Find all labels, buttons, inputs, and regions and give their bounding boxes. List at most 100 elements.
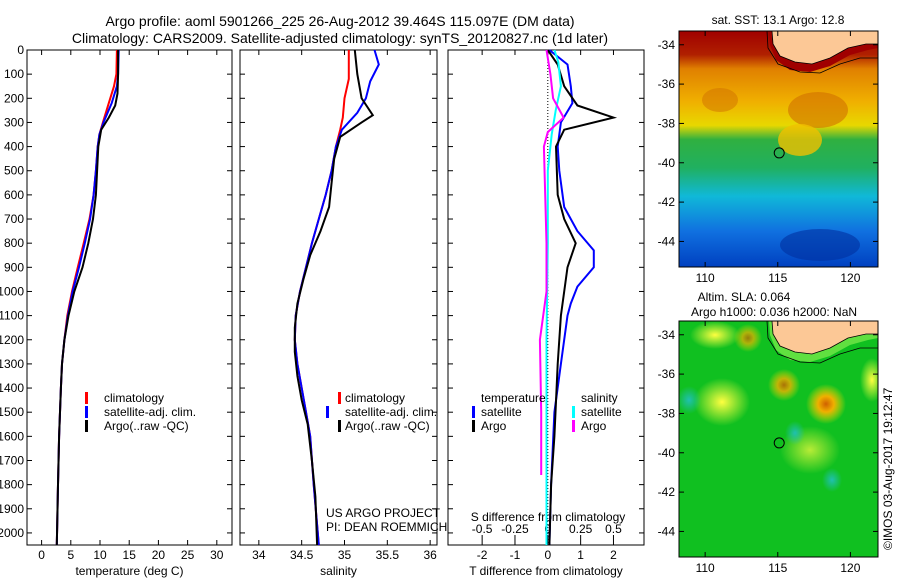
series-line-climatology [293,50,350,546]
map-x-tick-label: 120 [840,271,860,285]
series-line-satellite-adj-clim- [293,49,380,546]
y-tick-label: 1600 [0,429,24,443]
y-tick-label: 1200 [0,333,24,347]
legend-swatch-t-argo [472,420,475,432]
series-line-climatology [55,49,118,546]
y-tick-label: 1400 [0,381,24,395]
map-y-tick-label: -44 [658,234,676,248]
title-line-1: Argo profile: aoml 5901266_225 26-Aug-20… [105,13,574,29]
plot-frame [239,49,438,546]
argo-location-marker [773,147,785,159]
temperature-legend: climatology satellite-adj. clim. Argo(..… [85,391,196,433]
legend-title-temperature: temperature [481,391,546,405]
sst-warm-patch [702,88,738,112]
difference-panel: -2 -1 0 1 2 T difference from climatology -0.5… [447,49,645,578]
project-line-2: PI: DEAN ROEMMICH [326,520,447,534]
map-x-tick-label: 110 [696,561,715,575]
x2-tick-label: -0.5 [472,522,493,536]
series-line-argo-raw-qc- [293,49,375,546]
legend-swatch-t-satellite [472,406,475,418]
map-y-tick-label: -42 [658,195,676,209]
salinity-legend: climatology satellite-adj. clim. Argo(..… [326,391,437,433]
sla-low [785,421,805,445]
y-tick-label: 500 [4,164,24,178]
y-tick-label: 2000 [0,526,24,540]
y-tick-label: 1700 [0,453,24,467]
series-line-t-argo [546,49,618,546]
legend-label-t-argo: Argo [481,419,507,433]
x-tick-label: 5 [67,548,74,562]
map-y-tick-label: -44 [658,524,676,538]
x2-axis-label: S difference from climatology [471,510,626,524]
sla-map [679,320,878,557]
legend-swatch-satellite [85,406,88,418]
map-y-tick-label: -38 [658,406,676,420]
legend-label-argo: Argo(..raw -QC) [345,419,430,433]
legend-swatch-argo [338,420,341,432]
legend-label-argo: Argo(..raw -QC) [104,419,189,433]
legend-swatch-s-satellite [572,406,575,418]
x-tick-label: 2 [610,548,617,562]
x-axis-label: T difference from climatology [469,564,623,578]
map-x-tick-label: 110 [696,271,715,285]
y-tick-label: 1900 [0,502,24,516]
x-tick-label: 35.5 [376,548,400,562]
sla-field [679,321,878,557]
x-tick-label: -2 [477,548,488,562]
series-line-s-satellite [545,49,562,545]
series-line-s-argo [538,49,565,475]
sst-warm-patch [788,92,848,128]
legend-swatch-argo [85,420,88,432]
sst-cold-patch [780,229,860,261]
legend-title-salinity: salinity [581,391,618,405]
map-y-tick-label: -40 [658,446,676,460]
legend-swatch-satellite [326,406,329,418]
map-y-tick-label: -42 [658,485,676,499]
x-tick-label: 30 [210,548,224,562]
sla-high [768,369,800,401]
sla-high [694,378,750,426]
sla-map-frame [678,320,879,558]
sst-map-title: sat. SST: 13.1 Argo: 12.8 [712,13,845,27]
temperature-panel: 0100200300400500600700800900100011001200… [0,43,233,578]
map-y-tick-label: -34 [658,38,676,52]
x-tick-label: 10 [93,548,107,562]
legend-label-satellite: satellite-adj. clim. [104,405,196,419]
legend-label-s-satellite: satellite [581,405,622,419]
copyright-stamp: ©IMOS 03-Aug-2017 19:12:47 [881,387,895,550]
legend-label-s-argo: Argo [581,419,607,433]
series-line-argo-raw-qc- [55,50,120,546]
title-line-2: Climatology: CARS2009. Satellite-adjuste… [72,30,608,46]
y-tick-label: 0 [17,43,24,57]
difference-legend: temperature satellite Argo salinity sate… [472,391,622,433]
y-tick-label: 1100 [0,309,24,323]
legend-label-climatology: climatology [345,391,405,405]
legend-swatch-s-argo [572,420,575,432]
sla-high [860,358,878,402]
salinity-panel: 34 34.5 35 35.5 36 salinity [239,49,438,578]
x-tick-label: 0 [38,548,45,562]
legend-swatch-climatology [338,392,341,404]
map-y-tick-label: -36 [658,77,676,91]
map-x-tick-label: 115 [768,271,787,285]
series-line-satellite-adj-clim- [55,49,120,546]
series-line-t-satellite [548,49,595,546]
project-line-1: US ARGO PROJECT [326,506,441,520]
land [771,320,878,355]
x-tick-label: 25 [181,548,195,562]
map-y-tick-label: -34 [658,328,676,342]
map-x-tick-label: 120 [840,561,860,575]
sla-map-axes: 110 115 120 -34 -36 -38 -40 -42 -44 [658,321,878,575]
sst-map-frame [678,30,879,268]
y-tick-label: 200 [4,91,24,105]
x-tick-label: 20 [152,548,166,562]
sst-warm-tongue [778,124,822,156]
sla-high [734,324,762,352]
y-tick-label: 100 [4,67,24,81]
x-tick-label: 35 [338,548,352,562]
sla-low [822,468,842,492]
sla-high [806,384,846,424]
x-tick-label: 34.5 [290,548,314,562]
map-x-tick-label: 115 [768,561,787,575]
x2-tick-label: -0.25 [501,522,529,536]
